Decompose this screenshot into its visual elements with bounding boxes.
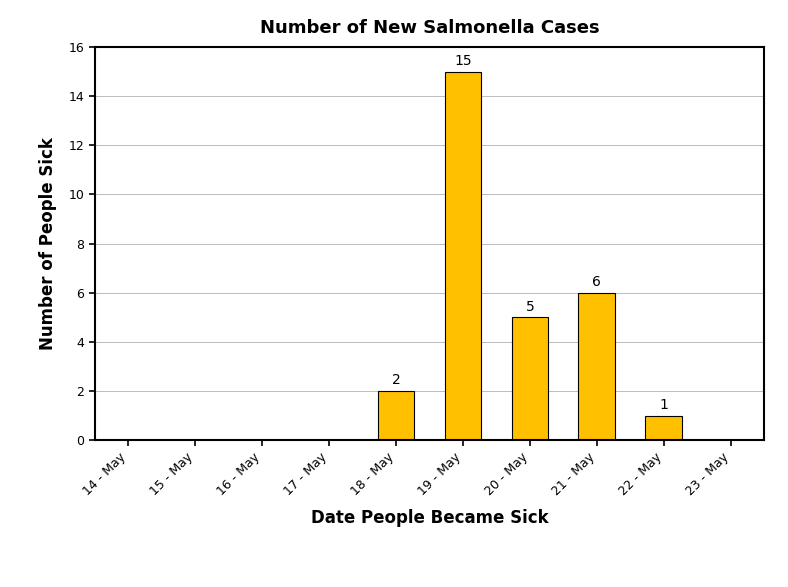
Bar	[578, 293, 615, 440]
Text: 1: 1	[660, 398, 668, 412]
Title: Number of New Salmonella Cases: Number of New Salmonella Cases	[260, 19, 599, 37]
Bar	[444, 72, 481, 440]
Bar	[645, 416, 682, 440]
Text: 2: 2	[392, 373, 400, 387]
Bar	[511, 318, 548, 440]
Bar	[377, 391, 414, 440]
Text: 5: 5	[526, 299, 534, 313]
Text: 6: 6	[593, 275, 601, 289]
Text: 15: 15	[454, 54, 472, 68]
Y-axis label: Number of People Sick: Number of People Sick	[39, 137, 58, 350]
X-axis label: Date People Became Sick: Date People Became Sick	[310, 510, 548, 527]
